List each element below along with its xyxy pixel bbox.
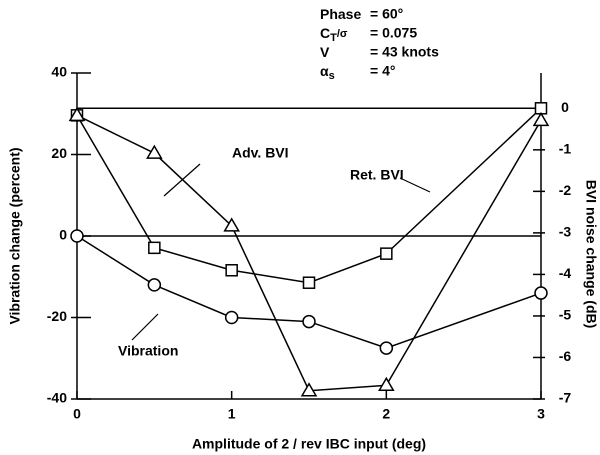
leader-line: [163, 163, 201, 197]
y-axis-label: Vibration change (percent): [7, 147, 23, 324]
annotation-symbol: C: [320, 25, 330, 41]
x-axis-label: Amplitude of 2 / rev IBC input (deg): [192, 436, 426, 452]
y-tick-label: -20: [47, 308, 67, 324]
annotation-symbol: V: [320, 44, 330, 60]
annotation-value: = 60°: [370, 6, 403, 22]
annotation-label: αs: [320, 63, 335, 82]
y2-tick-label: -3: [559, 224, 572, 240]
leader-line: [399, 177, 431, 193]
y-tick-label: 0: [59, 227, 67, 243]
marker: [379, 341, 394, 355]
marker: [302, 276, 316, 289]
series-label: Adv. BVI: [232, 145, 289, 161]
marker: [224, 310, 239, 325]
leader-line: [131, 313, 159, 341]
annotation-symbol: Phase: [320, 6, 361, 22]
marker: [302, 314, 316, 329]
marker: [70, 229, 84, 243]
annotation-value: = 43 knots: [370, 44, 439, 60]
series-line: [76, 107, 542, 284]
marker: [300, 382, 318, 397]
marker: [68, 106, 86, 122]
x-tick-label: 3: [537, 406, 545, 422]
y2-tick-label: -4: [559, 265, 572, 281]
marker: [146, 144, 163, 159]
series-label: Ret. BVI: [350, 167, 404, 183]
marker: [380, 247, 393, 260]
y-tick-label: 20: [51, 145, 67, 161]
annotation-symbol: α: [320, 63, 329, 79]
annotation-subscript: s: [329, 70, 335, 82]
marker: [147, 278, 162, 292]
annotation-label: V: [320, 44, 330, 60]
annotation-suffix: /σ: [337, 28, 348, 40]
annotation-label: Phase: [320, 6, 361, 22]
y2-tick-label: 0: [561, 99, 569, 115]
annotation-subscript: T: [330, 32, 337, 44]
series-line: [76, 235, 542, 349]
y2-tick-label: -5: [559, 307, 572, 323]
x-tick-label: 2: [382, 406, 390, 422]
marker: [223, 217, 240, 232]
x-tick-label: 1: [228, 406, 236, 422]
marker: [225, 264, 238, 277]
y-tick-label: -40: [47, 390, 67, 406]
marker: [148, 241, 161, 255]
annotation-label: CT/σ: [320, 25, 348, 44]
y2-tick-label: -1: [559, 141, 572, 157]
marker: [532, 111, 550, 127]
y2-axis-label: BVI noise change (dB): [583, 180, 599, 329]
marker: [534, 286, 548, 300]
y2-tick-label: -7: [559, 390, 572, 406]
series-label: Vibration: [118, 343, 178, 359]
y2-tick-label: -6: [559, 348, 572, 364]
x-tick-label: 0: [73, 406, 81, 422]
y2-tick-label: -2: [559, 182, 572, 198]
y-tick-label: 40: [51, 64, 67, 80]
marker: [378, 376, 395, 392]
annotation-value: = 4°: [370, 63, 395, 79]
series-line: [76, 114, 542, 392]
annotation-value: = 0.075: [370, 25, 417, 41]
